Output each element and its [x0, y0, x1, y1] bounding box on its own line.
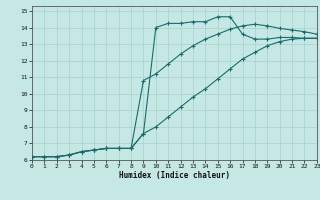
- X-axis label: Humidex (Indice chaleur): Humidex (Indice chaleur): [119, 171, 230, 180]
